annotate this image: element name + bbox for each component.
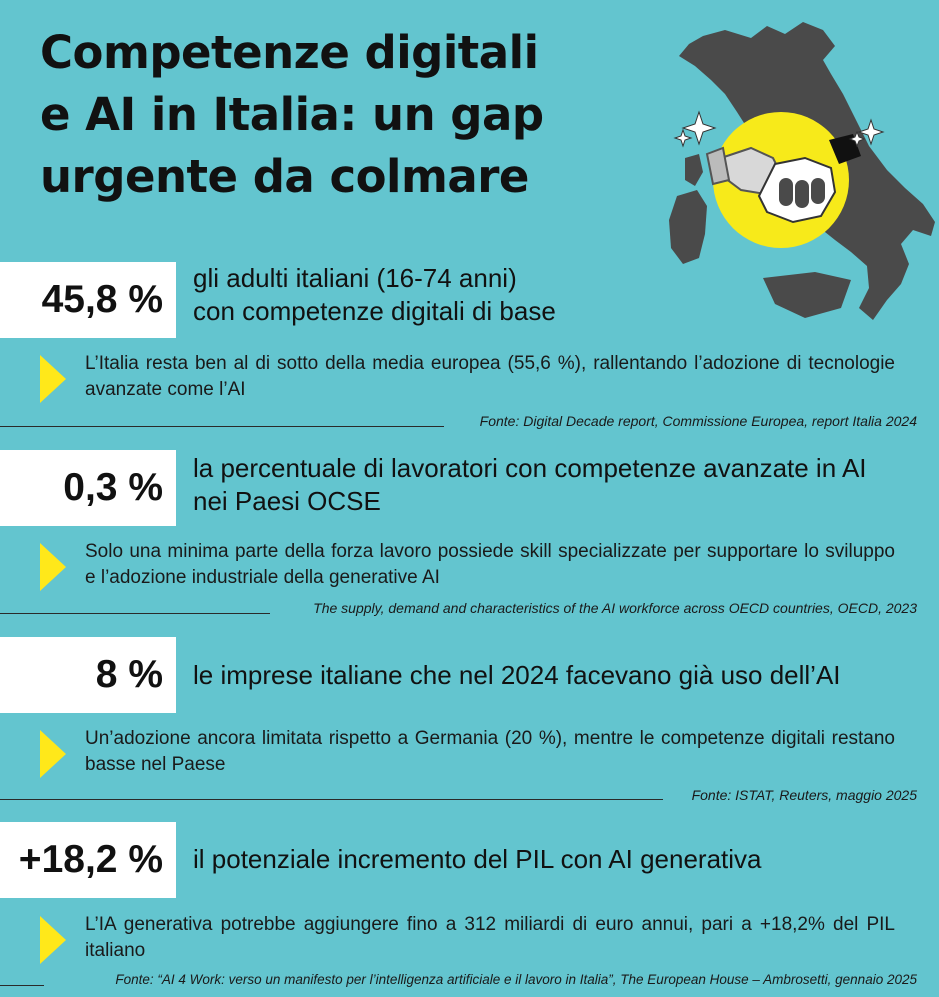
sparkle-icon bbox=[673, 110, 885, 148]
stat-headline: il potenziale incremento del PIL con AI … bbox=[193, 843, 913, 876]
headline-line: il potenziale incremento del PIL con AI … bbox=[193, 844, 762, 874]
stat-box-companies-ai: 8 % bbox=[0, 637, 176, 713]
stat-description: L’IA generativa potrebbe aggiungere fino… bbox=[85, 914, 895, 961]
stat-value: 0,3 % bbox=[63, 466, 163, 509]
sicily-shape bbox=[763, 272, 851, 318]
headline-line: nei Paesi OCSE bbox=[193, 486, 381, 516]
stat-value: 45,8 % bbox=[41, 278, 163, 321]
handshake-icon bbox=[705, 134, 861, 224]
source-citation: Fonte: ISTAT, Reuters, maggio 2025 bbox=[691, 787, 917, 803]
stat-box-adults-digital-skills: 45,8 % bbox=[0, 262, 176, 338]
bullet-arrow-icon bbox=[40, 543, 66, 591]
divider-line bbox=[0, 426, 444, 427]
divider-line bbox=[0, 985, 44, 986]
stat-box-gdp-increase: +18,2 % bbox=[0, 822, 176, 898]
stat-value: 8 % bbox=[95, 653, 163, 696]
headline-line: gli adulti italiani (16-74 anni) bbox=[193, 263, 517, 293]
source-citation: Fonte: Digital Decade report, Commission… bbox=[479, 413, 917, 429]
bullet-arrow-icon bbox=[40, 730, 66, 778]
stat-box-ai-workers: 0,3 % bbox=[0, 450, 176, 526]
bullet-arrow-icon bbox=[40, 355, 66, 403]
sardinia-shape bbox=[669, 190, 707, 264]
headline-line: con competenze digitali di base bbox=[193, 296, 556, 326]
stat-value: +18,2 % bbox=[18, 838, 163, 881]
source-citation: Fonte: “AI 4 Work: verso un manifesto pe… bbox=[115, 972, 917, 987]
italy-map-illustration bbox=[669, 22, 935, 320]
source-citation: The supply, demand and characteristics o… bbox=[313, 600, 917, 616]
stat-headline: gli adulti italiani (16-74 anni) con com… bbox=[193, 262, 913, 328]
title-line-1: Competenze digitali bbox=[40, 26, 539, 79]
stat-description: L’Italia resta ben al di sotto della med… bbox=[85, 353, 895, 400]
stat-description: Un’adozione ancora limitata rispetto a G… bbox=[85, 728, 895, 775]
divider-line bbox=[0, 799, 663, 800]
stat-description: Solo una minima parte della forza lavoro… bbox=[85, 541, 895, 588]
headline-line: la percentuale di lavoratori con compete… bbox=[193, 453, 867, 483]
stat-headline: la percentuale di lavoratori con compete… bbox=[193, 452, 913, 518]
title-line-3: urgente da colmare bbox=[40, 150, 529, 203]
headline-line: le imprese italiane che nel 2024 facevan… bbox=[193, 660, 841, 690]
bullet-arrow-icon bbox=[40, 916, 66, 964]
page-title: Competenze digitali e AI in Italia: un g… bbox=[40, 22, 660, 208]
divider-line bbox=[0, 613, 270, 614]
corsica-shape bbox=[685, 154, 703, 186]
title-line-2: e AI in Italia: un gap bbox=[40, 88, 544, 141]
stat-headline: le imprese italiane che nel 2024 facevan… bbox=[193, 659, 913, 692]
